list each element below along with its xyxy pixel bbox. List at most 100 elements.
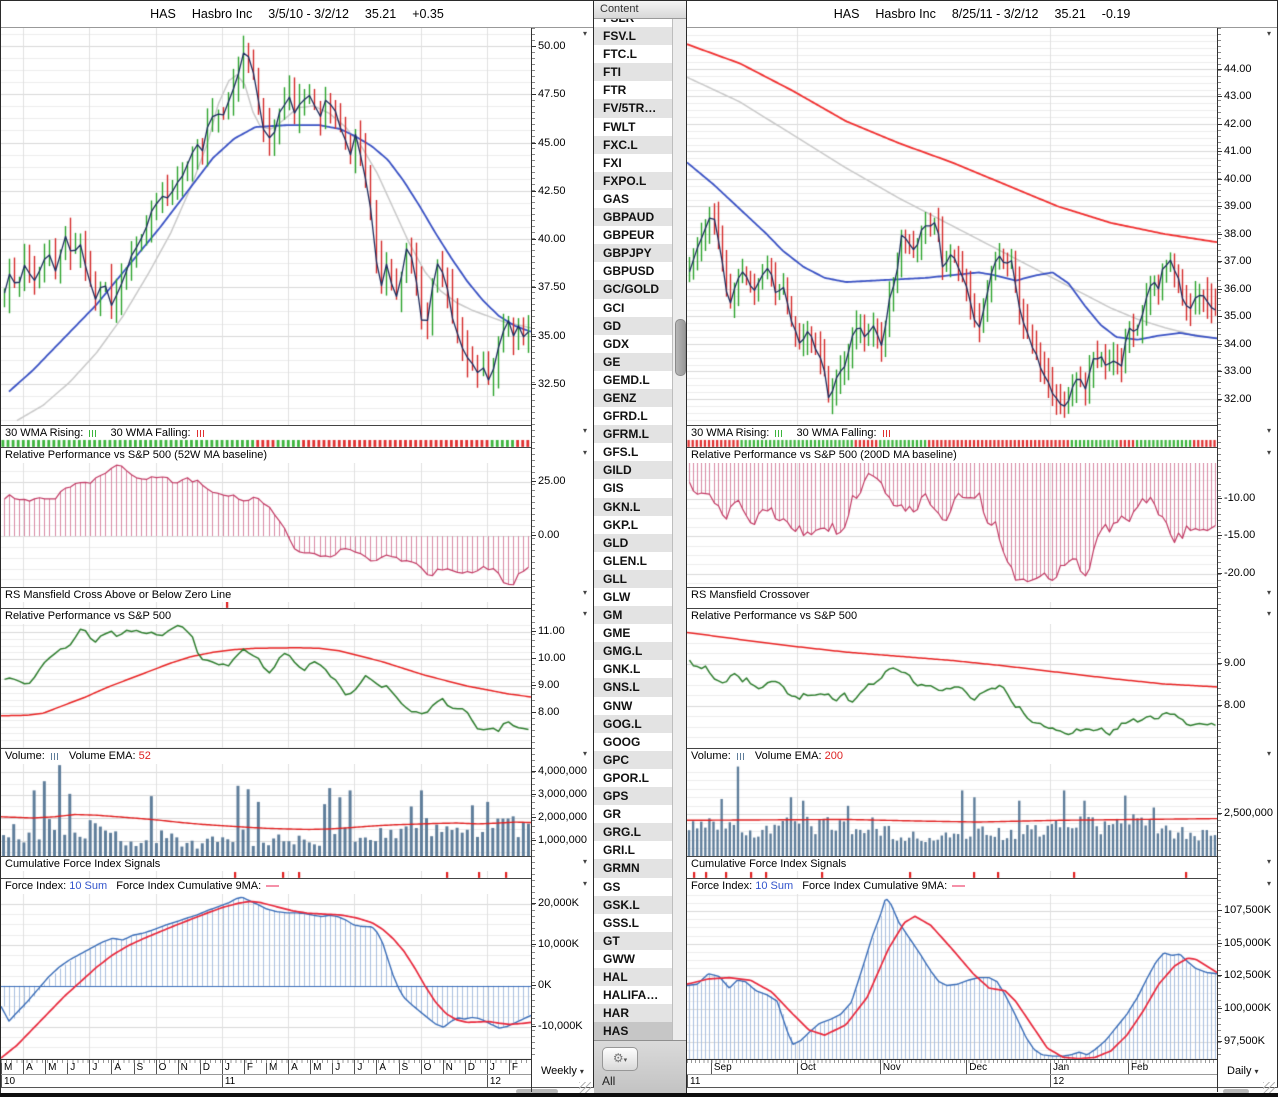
horizontal-scrollbar[interactable] xyxy=(1,1087,595,1094)
ticker-item-gfsl[interactable]: GFS.L xyxy=(594,443,672,462)
ticker-item-grmn[interactable]: GRMN xyxy=(594,859,672,878)
ticker-item-gpc[interactable]: GPC xyxy=(594,750,672,769)
ticker-item-fsvl[interactable]: FSV.L xyxy=(594,27,672,46)
ticker-item-genz[interactable]: GENZ xyxy=(594,388,672,408)
filter-all-label[interactable]: All xyxy=(602,1074,616,1088)
ticker-item-ge[interactable]: GE xyxy=(594,352,672,371)
left-rp-chart-canvas[interactable] xyxy=(1,624,531,749)
timeframe-arrow-icon[interactable]: ▾ xyxy=(1254,1067,1259,1076)
scroll-thumb[interactable] xyxy=(516,1089,558,1094)
right-price-chart-canvas[interactable] xyxy=(687,28,1217,425)
pane-options-arrow[interactable]: ▾ xyxy=(583,448,588,457)
pane-options-arrow[interactable]: ▾ xyxy=(583,588,588,597)
left-wma-strip-canvas[interactable] xyxy=(1,439,531,448)
ticker-item-gild[interactable]: GILD xyxy=(594,461,672,480)
ticker-item-gdx[interactable]: GDX xyxy=(594,334,672,353)
left-cfi-canvas[interactable] xyxy=(1,871,531,879)
ticker-item-goog[interactable]: GOOG xyxy=(594,732,672,751)
ticker-item-gd[interactable]: GD xyxy=(594,316,672,335)
ticker-item-gbpeur[interactable]: GBPEUR xyxy=(594,226,672,245)
pane-options-arrow[interactable]: ▾ xyxy=(1267,588,1272,597)
pane-options-arrow[interactable]: ▾ xyxy=(1267,749,1272,758)
ticker-item-gps[interactable]: GPS xyxy=(594,787,672,806)
ticker-item-fti[interactable]: FTI xyxy=(594,63,672,82)
ticker-item-gfrdl[interactable]: GFRD.L xyxy=(594,407,672,426)
ticker-item-gmgl[interactable]: GMG.L xyxy=(594,642,672,661)
ticker-item-gbpusd[interactable]: GBPUSD xyxy=(594,262,672,281)
ticker-item-gm[interactable]: GM xyxy=(594,606,672,625)
pane-options-arrow[interactable]: ▾ xyxy=(1267,857,1272,866)
ticker-item-has[interactable]: HAS xyxy=(594,1022,672,1041)
left-volume-canvas[interactable] xyxy=(1,764,531,857)
left-rs-chart-canvas[interactable] xyxy=(1,463,531,588)
ticker-item-gril[interactable]: GRI.L xyxy=(594,841,672,860)
ticker-item-gnw[interactable]: GNW xyxy=(594,696,672,715)
scroll-thumb[interactable] xyxy=(1223,1089,1249,1094)
ticker-item-gporl[interactable]: GPOR.L xyxy=(594,768,672,788)
ticker-item-gci[interactable]: GCI xyxy=(594,298,672,317)
right-rp-chart-canvas[interactable] xyxy=(687,624,1217,749)
pane-options-arrow[interactable]: ▾ xyxy=(583,609,588,618)
right-force-canvas[interactable] xyxy=(687,894,1217,1060)
ticker-item-gnkl[interactable]: GNK.L xyxy=(594,660,672,679)
pane-options-arrow[interactable]: ▾ xyxy=(583,857,588,866)
ticker-item-ftcl[interactable]: FTC.L xyxy=(594,45,672,64)
ticker-item-ftr[interactable]: FTR xyxy=(594,81,672,100)
ticker-item-gww[interactable]: GWW xyxy=(594,949,672,968)
ticker-item-fxcl[interactable]: FXC.L xyxy=(594,135,672,154)
right-cfi-canvas[interactable] xyxy=(687,871,1217,879)
resize-grip[interactable] xyxy=(1263,1082,1275,1093)
ticker-item-gnsl[interactable]: GNS.L xyxy=(594,678,672,697)
sidebar-scrollbar[interactable] xyxy=(672,19,686,1041)
ticker-item-glw[interactable]: GLW xyxy=(594,588,672,607)
resize-grip[interactable] xyxy=(579,1082,591,1093)
sidebar-header[interactable]: Content xyxy=(594,1,686,19)
ticker-item-glenl[interactable]: GLEN.L xyxy=(594,551,672,570)
pane-options-arrow[interactable]: ▾ xyxy=(1267,426,1272,435)
timeframe-selector[interactable]: Daily ▾ xyxy=(1227,1065,1259,1077)
ticker-item-fwlt[interactable]: FWLT xyxy=(594,117,672,136)
ticker-item-gs[interactable]: GS xyxy=(594,877,672,896)
right-rs-chart-canvas[interactable] xyxy=(687,463,1217,588)
pane-options-arrow[interactable]: ▾ xyxy=(583,426,588,435)
ticker-item-fslr[interactable]: FSLR xyxy=(594,19,672,28)
ticker-item-halifa[interactable]: HALIFA… xyxy=(594,986,672,1005)
ticker-item-gknl[interactable]: GKN.L xyxy=(594,497,672,516)
ticker-item-gssl[interactable]: GSS.L xyxy=(594,913,672,932)
ticker-item-fxpol[interactable]: FXPO.L xyxy=(594,171,672,190)
ticker-item-gt[interactable]: GT xyxy=(594,931,672,950)
pane-options-arrow[interactable]: ▾ xyxy=(1267,609,1272,618)
ticker-item-gbpaud[interactable]: GBPAUD xyxy=(594,208,672,227)
timeframe-arrow-icon[interactable]: ▾ xyxy=(579,1067,584,1076)
pane-options-arrow[interactable]: ▾ xyxy=(583,749,588,758)
gear-icon[interactable]: ⚙▾ xyxy=(602,1047,638,1071)
right-wma-strip-canvas[interactable] xyxy=(687,439,1217,448)
sidebar-scroll-thumb[interactable] xyxy=(675,319,686,376)
right-volume-canvas[interactable] xyxy=(687,764,1217,857)
ticker-item-gme[interactable]: GME xyxy=(594,624,672,643)
left-price-chart-canvas[interactable] xyxy=(1,28,531,425)
ticker-item-gfrml[interactable]: GFRM.L xyxy=(594,425,672,444)
left-mansfield-canvas[interactable] xyxy=(1,602,531,609)
ticker-item-har[interactable]: HAR xyxy=(594,1004,672,1023)
ticker-item-gas[interactable]: GAS xyxy=(594,189,672,209)
right-mansfield-canvas[interactable] xyxy=(687,602,1217,609)
ticker-item-gr[interactable]: GR xyxy=(594,805,672,824)
horizontal-scrollbar[interactable] xyxy=(687,1087,1278,1094)
ticker-item-grgl[interactable]: GRG.L xyxy=(594,823,672,842)
ticker-item-gskl[interactable]: GSK.L xyxy=(594,895,672,914)
ticker-item-gcgold[interactable]: GC/GOLD xyxy=(594,280,672,299)
ticker-item-gkpl[interactable]: GKP.L xyxy=(594,515,672,534)
timeframe-selector[interactable]: Weekly ▾ xyxy=(541,1065,584,1077)
ticker-item-gis[interactable]: GIS xyxy=(594,479,672,498)
left-force-canvas[interactable] xyxy=(1,894,531,1060)
ticker-item-hal[interactable]: HAL xyxy=(594,967,672,987)
pane-options-arrow[interactable]: ▾ xyxy=(1267,879,1272,888)
ticker-item-gogl[interactable]: GOG.L xyxy=(594,714,672,733)
pane-options-arrow[interactable]: ▾ xyxy=(1267,29,1272,38)
ticker-item-fxi[interactable]: FXI xyxy=(594,153,672,172)
ticker-item-fv5tr[interactable]: FV/5TR… xyxy=(594,99,672,118)
ticker-item-gll[interactable]: GLL xyxy=(594,569,672,588)
pane-options-arrow[interactable]: ▾ xyxy=(1267,448,1272,457)
pane-options-arrow[interactable]: ▾ xyxy=(583,29,588,38)
